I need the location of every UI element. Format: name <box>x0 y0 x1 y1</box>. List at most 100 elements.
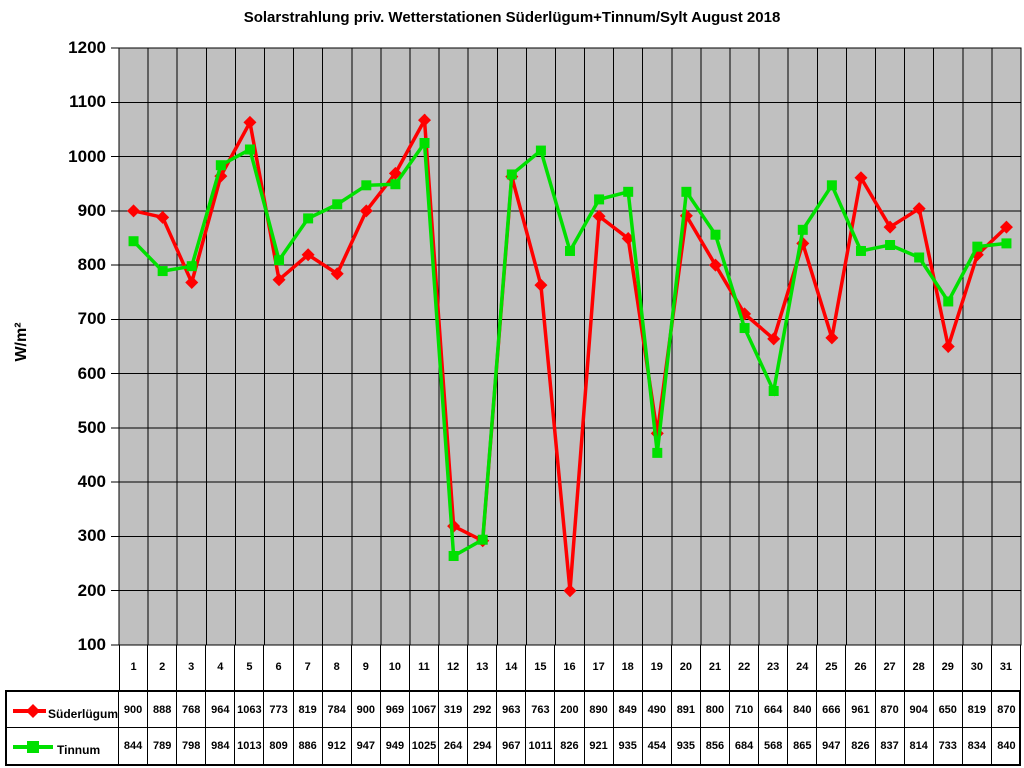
table-value-cell: 844 <box>119 728 149 764</box>
day-header-cell: 8 <box>323 645 352 690</box>
table-value-cell: 798 <box>177 728 207 764</box>
table-value-cell: 969 <box>380 692 410 728</box>
day-header-cell: 5 <box>235 645 265 690</box>
table-value-cell: 900 <box>351 692 381 728</box>
table-value-cell: 891 <box>671 692 701 728</box>
table-value-cell: 865 <box>788 728 818 764</box>
day-header-cell: 6 <box>264 645 294 690</box>
legend-column: Süderlügum Tinnum <box>7 692 119 764</box>
series-name-label: Süderlügum <box>47 706 118 721</box>
y-tick-label: 1100 <box>69 92 106 112</box>
y-tick-label: 600 <box>77 363 106 383</box>
table-value-cell: 935 <box>672 728 701 764</box>
day-header-cell: 22 <box>730 645 760 690</box>
day-header-cell: 11 <box>410 645 440 690</box>
day-header-cell: 10 <box>381 645 410 690</box>
table-value-cell: 773 <box>264 692 294 728</box>
table-value-cell: 819 <box>293 692 323 728</box>
day-header-cell: 25 <box>817 645 847 690</box>
day-header-cell: 12 <box>439 645 469 690</box>
day-header-cell: 26 <box>846 645 876 690</box>
y-tick-label: 900 <box>77 200 106 220</box>
day-header-cell: 31 <box>992 645 1021 690</box>
table-value-cell: 264 <box>439 728 469 764</box>
day-header-cell: 19 <box>643 645 672 690</box>
day-header-cell: 28 <box>905 645 934 690</box>
table-value-cell: 292 <box>468 692 498 728</box>
day-header-cell: 13 <box>468 645 498 690</box>
suederluegum-series-marker-icon <box>13 703 46 718</box>
day-header-cell: 17 <box>585 645 614 690</box>
table-value-cell: 800 <box>700 692 731 728</box>
table-value-cell: 967 <box>497 728 527 764</box>
table-value-cell: 319 <box>439 692 469 728</box>
table-value-cell: 1067 <box>409 692 440 728</box>
y-tick-label: 100 <box>77 635 106 654</box>
table-value-cell: 837 <box>876 728 905 764</box>
table-value-cell: 890 <box>584 692 614 728</box>
day-header-cell: 18 <box>614 645 643 690</box>
table-value-cell: 949 <box>381 728 410 764</box>
table-value-cell: 888 <box>148 692 178 728</box>
plot-area <box>111 47 1022 646</box>
day-header-cell: 4 <box>206 645 236 690</box>
table-value-cell: 1063 <box>235 692 265 728</box>
table-value-cell: 984 <box>206 728 236 764</box>
table-value-cell: 947 <box>817 728 847 764</box>
table-value-cell: 454 <box>643 728 672 764</box>
table-value-cell: 1011 <box>526 728 556 764</box>
data-table: Süderlügum Tinnum 900 888 768 964 1063 773 819… <box>5 690 1021 766</box>
day-header-cell: 14 <box>497 645 527 690</box>
table-value-cell: 200 <box>555 692 585 728</box>
table-value-cell: 650 <box>933 692 963 728</box>
table-value-cell: 834 <box>963 728 992 764</box>
table-value-cell: 733 <box>934 728 963 764</box>
table-value-cell: 886 <box>294 728 323 764</box>
y-tick-label: 1000 <box>68 146 106 166</box>
table-value-cell: 763 <box>526 692 556 728</box>
table-value-cell: 1025 <box>410 728 440 764</box>
table-value-cell: 840 <box>997 740 1016 752</box>
day-header-cell: 29 <box>934 645 963 690</box>
table-value-cell: 568 <box>759 728 789 764</box>
y-tick-label: 1200 <box>68 38 106 57</box>
table-value-cell: 826 <box>846 728 876 764</box>
day-header-cell: 3 <box>177 645 207 690</box>
table-value-cell: 826 <box>555 728 585 764</box>
table-value-cell: 710 <box>730 692 760 728</box>
y-tick-label: 500 <box>77 417 106 437</box>
day-header-cell: 15 <box>526 645 556 690</box>
table-value-cell: 809 <box>264 728 294 764</box>
table-value-cell: 947 <box>352 728 381 764</box>
day-header-cell: 1 <box>119 645 149 690</box>
table-value-cell: 784 <box>322 692 352 728</box>
table-value-cell: 1013 <box>235 728 265 764</box>
legend-row-tinnum: Tinnum <box>7 728 118 764</box>
table-value-cell: 964 <box>206 692 236 728</box>
table-value-cell: 912 <box>323 728 352 764</box>
day-header-cell: 23 <box>759 645 789 690</box>
table-value-cell: 819 <box>962 692 992 728</box>
table-value-cell: 963 <box>497 692 527 728</box>
table-value-cell: 935 <box>614 728 643 764</box>
y-tick-label: 200 <box>77 580 106 600</box>
day-header-cell: 9 <box>352 645 381 690</box>
table-value-cell: 921 <box>585 728 614 764</box>
day-header-cell: 24 <box>788 645 818 690</box>
y-tick-label: 300 <box>77 526 106 546</box>
table-value-cell: 789 <box>148 728 178 764</box>
table-value-cell: 664 <box>759 692 789 728</box>
table-value-cell: 814 <box>905 728 934 764</box>
table-value-cell: 870 <box>875 692 905 728</box>
day-header-cell: 30 <box>963 645 992 690</box>
chart-title: Solarstrahlung priv. Wetterstationen Süd… <box>243 9 781 26</box>
y-tick-label: 800 <box>77 255 106 275</box>
table-value-cell: 840 <box>788 692 818 728</box>
legend-row-suederluegum: Süderlügum <box>7 692 118 728</box>
table-value-cell: 684 <box>730 728 760 764</box>
table-value-cell: 666 <box>817 692 847 728</box>
series-name-label: Tinnum <box>57 743 101 757</box>
day-header-cell: 7 <box>294 645 323 690</box>
table-value-cell: 490 <box>642 692 672 728</box>
